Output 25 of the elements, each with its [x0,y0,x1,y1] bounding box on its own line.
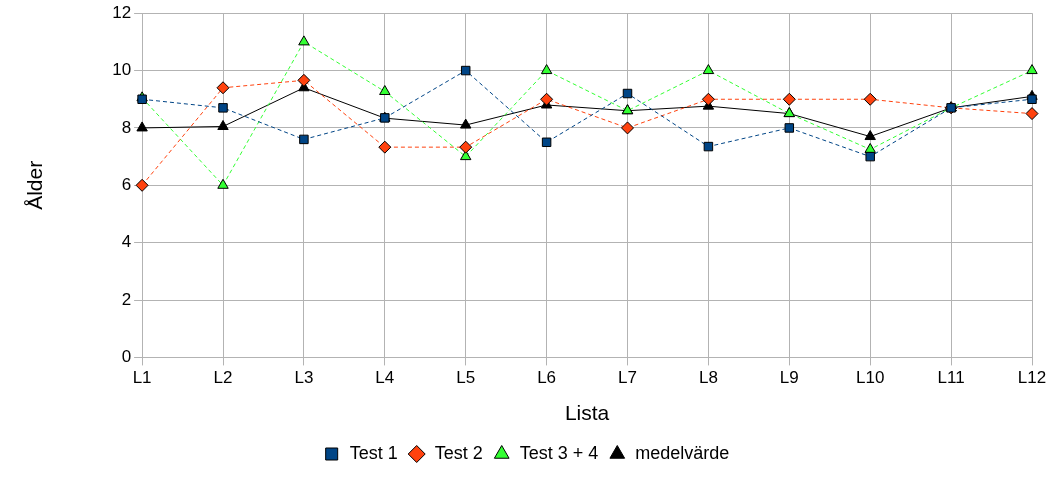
y-tick-label: 0 [121,347,132,367]
x-tick-label: L4 [375,368,395,388]
y-axis-title: Ålder [23,160,47,210]
y-tick-label: 4 [121,232,132,252]
legend-label: medelvärde [635,442,730,463]
y-tick-label: 12 [112,2,132,22]
legend-label: Test 1 [349,442,398,463]
x-tick-label: L9 [779,368,799,388]
legend-label: Test 3 + 4 [519,442,599,463]
y-tick-label: 8 [121,117,132,137]
y-tick-label: 2 [121,289,132,309]
x-tick-label: L2 [213,368,233,388]
x-tick-label: L1 [132,368,152,388]
y-tick-label: 6 [121,174,132,194]
x-tick-label: L12 [1017,368,1047,388]
y-tick-label: 10 [112,60,132,80]
x-tick-label: L6 [537,368,557,388]
x-tick-label: L3 [294,368,314,388]
x-tick-label: L10 [856,368,885,388]
x-tick-label: L7 [618,368,637,388]
x-tick-label: L5 [456,368,476,388]
x-tick-label: L8 [698,368,718,388]
x-tick-label: L11 [937,368,965,388]
x-axis-title: Lista [564,401,610,425]
legend-label: Test 2 [434,442,483,463]
